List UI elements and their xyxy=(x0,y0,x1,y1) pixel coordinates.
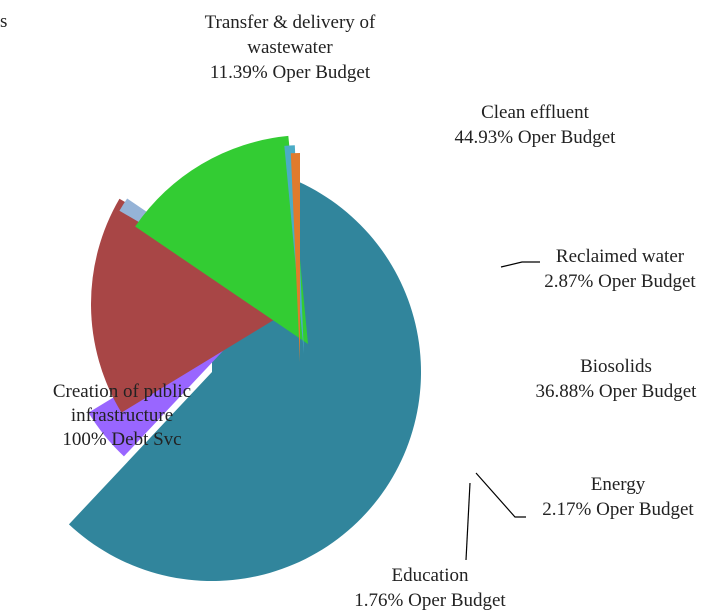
slice-label-line: Creation of public xyxy=(53,381,191,402)
slice-label-line: 1.76% Oper Budget xyxy=(354,590,506,611)
slice-label-line: Energy xyxy=(591,474,646,495)
corner-text: s xyxy=(0,11,7,32)
slice-label-energy: Energy 2.17% Oper Budget xyxy=(542,474,694,520)
slice-label-reclaimed: Reclaimed water 2.87% Oper Budget xyxy=(544,246,696,292)
slice-label-line: Clean effluent xyxy=(481,102,590,123)
slice-label-line: 2.17% Oper Budget xyxy=(542,499,694,520)
slice-label-education: Education 1.76% Oper Budget xyxy=(354,565,506,611)
slice-label-line: Reclaimed water xyxy=(556,246,685,267)
pie-slice-biosolids xyxy=(135,135,308,344)
slice-label-transfer: Transfer & delivery of wastewater 11.39% O… xyxy=(205,12,376,83)
slice-label-line: Education xyxy=(391,565,469,586)
slice-label-line: wastewater xyxy=(247,37,333,58)
pie-slices xyxy=(68,135,422,582)
pie-slice-clean xyxy=(91,198,300,413)
leader-lines xyxy=(465,261,540,561)
slice-label-biosolids: Biosolids 36.88% Oper Budget xyxy=(536,356,698,402)
slice-label-line: 36.88% Oper Budget xyxy=(536,381,698,402)
slice-label-line: 2.87% Oper Budget xyxy=(544,271,696,292)
slice-label-line: 11.39% Oper Budget xyxy=(210,62,371,83)
slice-label-line: Biosolids xyxy=(580,356,652,377)
leader-line-reclaimed xyxy=(500,261,540,268)
slice-labels: Creation of public infrastructure 100% Deb… xyxy=(53,12,697,611)
slice-label-line: 100% Debt Svc xyxy=(62,429,181,450)
slice-label-line: infrastructure xyxy=(71,405,173,426)
slice-label-debt: Creation of public infrastructure 100% Deb… xyxy=(53,381,191,450)
leader-line-education xyxy=(465,482,471,561)
leader-line-energy xyxy=(475,472,526,518)
pie-slice-education xyxy=(290,153,300,362)
slice-label-line: Transfer & delivery of xyxy=(205,12,376,33)
slice-label-clean: Clean effluent 44.93% Oper Budget xyxy=(455,102,617,148)
slice-label-line: 44.93% Oper Budget xyxy=(455,127,617,148)
pie-slice-debt xyxy=(68,163,422,582)
